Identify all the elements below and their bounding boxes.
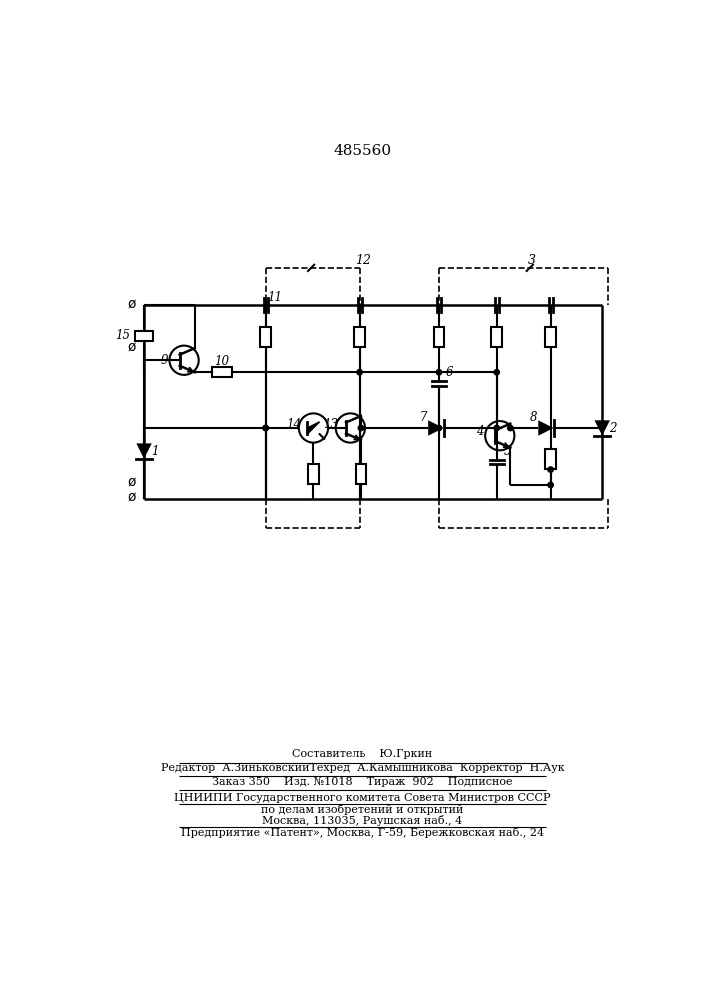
Polygon shape <box>538 420 554 436</box>
Bar <box>491 327 502 347</box>
Text: 7: 7 <box>420 411 427 424</box>
Text: Составитель    Ю.Гркин: Составитель Ю.Гркин <box>292 749 433 759</box>
Polygon shape <box>428 420 443 436</box>
Text: 2: 2 <box>609 422 617 434</box>
Polygon shape <box>595 420 610 436</box>
Text: 11: 11 <box>267 291 282 304</box>
Circle shape <box>436 425 442 431</box>
Text: ø: ø <box>127 339 136 353</box>
Text: Предприятие «Патент», Москва, Г-59, Бережковская наб., 24: Предприятие «Патент», Москва, Г-59, Бере… <box>181 827 544 838</box>
Bar <box>135 331 153 341</box>
Text: 13: 13 <box>323 418 338 431</box>
Bar <box>354 327 365 347</box>
Text: 10: 10 <box>214 355 229 368</box>
Text: 3: 3 <box>528 254 536 267</box>
Text: ø: ø <box>127 296 136 310</box>
Bar <box>545 327 556 347</box>
Circle shape <box>494 370 499 375</box>
Circle shape <box>358 425 363 431</box>
Text: Редактор  А.ЗиньковскийТехред  А.Камышникова  Корректор  Н.Аук: Редактор А.ЗиньковскийТехред А.Камышнико… <box>160 763 564 773</box>
Bar <box>433 327 444 347</box>
Text: 485560: 485560 <box>334 144 392 158</box>
Circle shape <box>548 482 554 488</box>
Text: 1: 1 <box>151 445 158 458</box>
Polygon shape <box>136 443 152 459</box>
Text: 8: 8 <box>530 411 537 424</box>
Text: 15: 15 <box>115 329 130 342</box>
Circle shape <box>263 425 269 431</box>
Text: ЦНИИПИ Государственного комитета Совета Министров СССР: ЦНИИПИ Государственного комитета Совета … <box>174 793 551 803</box>
Text: 6: 6 <box>446 366 453 379</box>
Text: 5: 5 <box>503 445 511 458</box>
Bar <box>356 464 366 484</box>
Text: по делам изобретений и открытий: по делам изобретений и открытий <box>261 804 464 815</box>
Text: ø: ø <box>127 490 136 504</box>
Polygon shape <box>308 422 320 434</box>
Text: 12: 12 <box>356 254 371 267</box>
Text: ø: ø <box>127 475 136 489</box>
Text: 14: 14 <box>286 418 301 431</box>
Text: 9: 9 <box>160 354 168 367</box>
Circle shape <box>548 467 554 472</box>
Bar <box>260 327 271 347</box>
Text: Заказ 350    Изд. №1018    Тираж  902    Подписное: Заказ 350 Изд. №1018 Тираж 902 Подписное <box>212 777 513 787</box>
Bar <box>545 449 556 469</box>
Text: 4: 4 <box>476 425 484 438</box>
Circle shape <box>508 425 513 431</box>
Circle shape <box>357 370 362 375</box>
Circle shape <box>494 425 499 431</box>
Bar <box>308 464 319 484</box>
Text: Москва, 113035, Раушская наб., 4: Москва, 113035, Раушская наб., 4 <box>262 815 462 826</box>
Circle shape <box>436 370 442 375</box>
Bar <box>211 367 232 377</box>
Circle shape <box>263 425 269 431</box>
